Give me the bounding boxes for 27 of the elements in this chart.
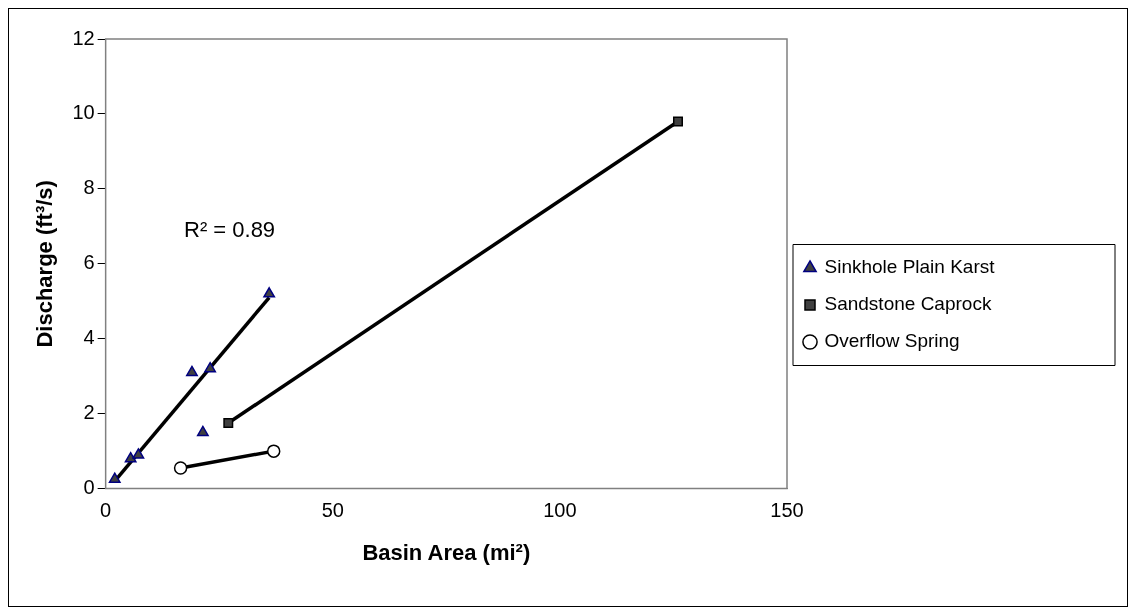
legend-label: Sandstone Caprock [824,293,992,315]
point [204,361,217,373]
y-tick-label: 8 [83,176,95,199]
legend-label: Overflow Spring [824,330,960,352]
x-axis-title: Basin Area (mi²) [362,539,531,565]
y-tick-label: 12 [72,26,95,49]
point [266,444,281,458]
point [173,461,188,475]
point [132,448,145,459]
point [672,116,683,127]
point [186,365,198,377]
x-tick-label: 100 [543,499,577,522]
y-tick-label: 0 [83,476,95,499]
point [196,425,209,437]
point [223,418,234,429]
annotation: R² = 0.89 [184,216,276,242]
y-tick-label: 10 [72,101,95,124]
y-tick-label: 2 [83,401,95,424]
x-tick-label: 50 [321,499,344,522]
x-tick-label: 150 [770,499,804,522]
y-tick-label: 4 [83,326,95,349]
x-tick-label: 0 [100,499,112,522]
legend-label: Sinkhole Plain Karst [824,256,996,278]
y-tick-label: 6 [83,251,95,274]
point [263,287,276,298]
y-axis-title: Discharge (ft³/s) [32,180,58,348]
point [108,472,121,483]
